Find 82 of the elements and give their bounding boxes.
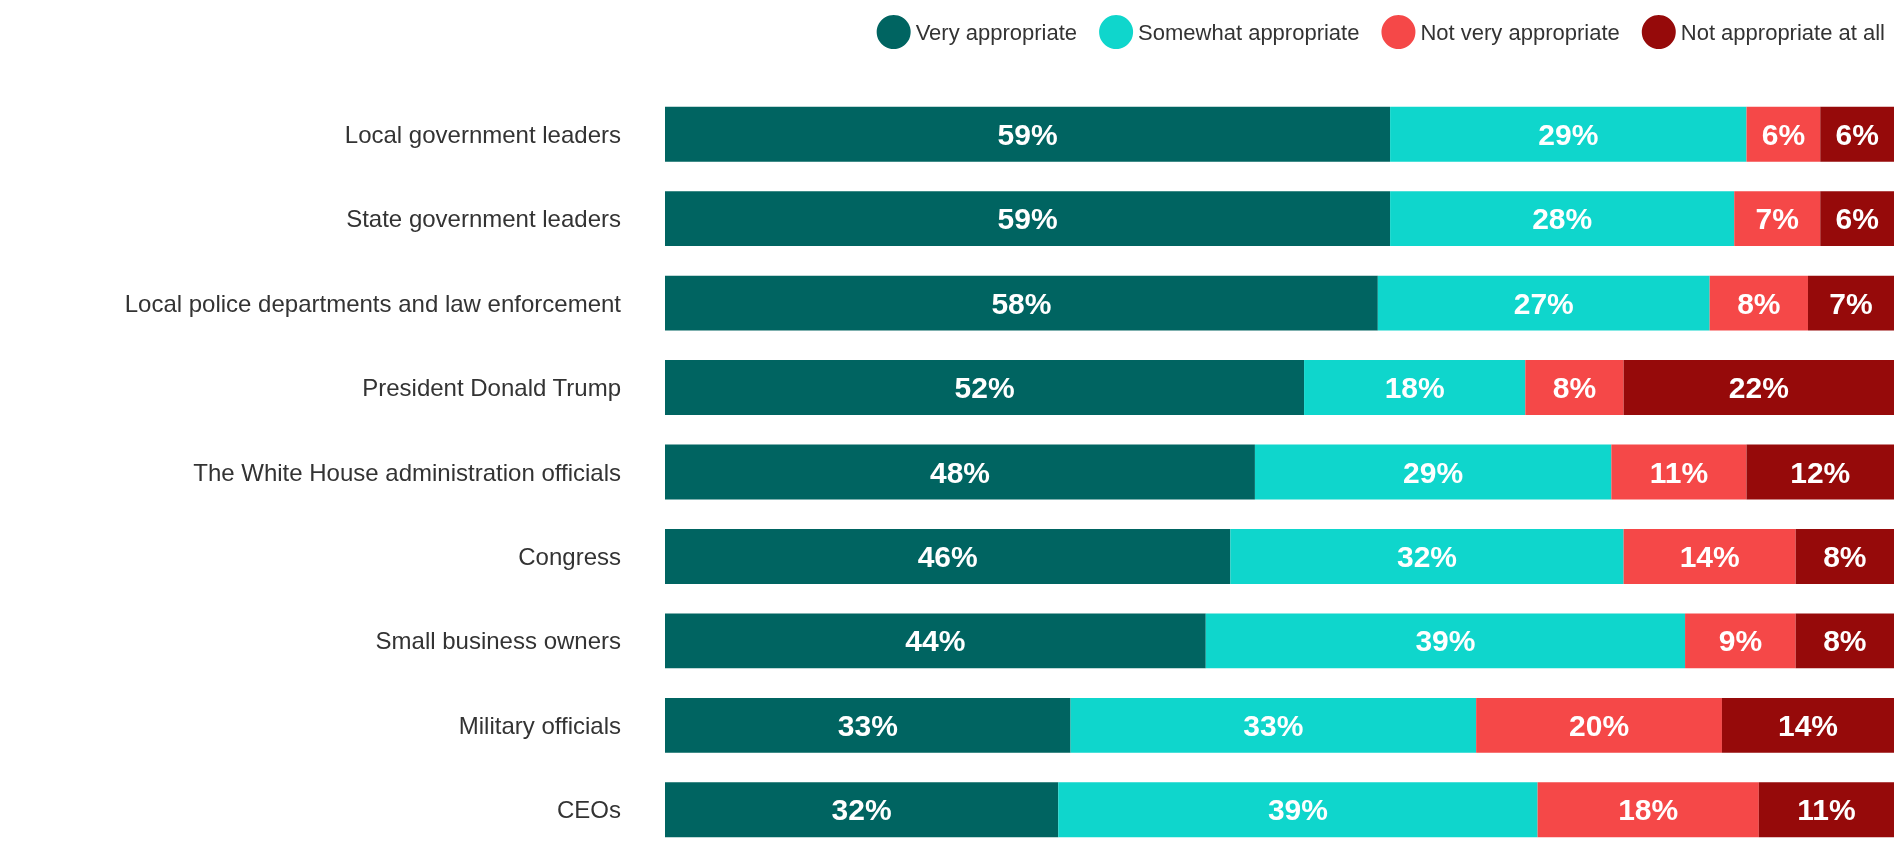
legend-label: Not very appropriate bbox=[1420, 19, 1620, 45]
bar bbox=[1390, 191, 1735, 247]
y-tick-label: President Donald Trump bbox=[362, 374, 621, 402]
data-label: 14% bbox=[1679, 539, 1740, 573]
bar bbox=[1525, 360, 1624, 415]
data-label: 18% bbox=[1618, 793, 1679, 827]
bar bbox=[1807, 275, 1894, 331]
data-label: 59% bbox=[997, 202, 1058, 236]
bar bbox=[1476, 697, 1722, 753]
bar bbox=[665, 613, 1206, 669]
data-label: 33% bbox=[1243, 708, 1304, 742]
y-tick-label: Small business owners bbox=[375, 627, 621, 655]
bar bbox=[1377, 275, 1710, 331]
bar bbox=[1734, 191, 1821, 247]
bar bbox=[665, 697, 1071, 753]
bar bbox=[1390, 106, 1747, 162]
bar bbox=[1230, 529, 1624, 584]
data-label: 20% bbox=[1569, 708, 1630, 742]
y-tick-label: The White House administration officials bbox=[193, 458, 621, 486]
data-label: 8% bbox=[1823, 624, 1867, 658]
data-label: 52% bbox=[954, 371, 1015, 405]
bar bbox=[665, 444, 1255, 500]
bar bbox=[1758, 782, 1894, 838]
data-label: 18% bbox=[1384, 371, 1445, 405]
bar bbox=[1537, 782, 1759, 838]
legend-label: Not appropriate at all bbox=[1680, 19, 1885, 45]
data-label: 14% bbox=[1777, 708, 1838, 742]
data-label: 32% bbox=[1396, 539, 1457, 573]
y-tick-label: Local police departments and law enforcement bbox=[124, 289, 622, 317]
bar bbox=[1623, 529, 1796, 584]
y-tick-label: State government leaders bbox=[346, 205, 621, 233]
y-tick-label: CEOs bbox=[556, 796, 621, 824]
data-label: 27% bbox=[1513, 286, 1574, 320]
bar bbox=[1709, 275, 1808, 331]
data-label: 7% bbox=[1755, 202, 1799, 236]
data-label: 32% bbox=[831, 793, 892, 827]
y-tick-label: Congress bbox=[518, 542, 621, 570]
data-label: 9% bbox=[1718, 624, 1763, 658]
data-label: 59% bbox=[997, 117, 1058, 151]
bar bbox=[1721, 697, 1894, 753]
data-label: 46% bbox=[917, 539, 978, 573]
data-label: 39% bbox=[1267, 793, 1328, 827]
bar bbox=[1623, 360, 1894, 415]
data-label: 29% bbox=[1403, 455, 1464, 489]
bar bbox=[1058, 782, 1538, 838]
data-label: 6% bbox=[1835, 117, 1879, 151]
bar bbox=[1685, 613, 1796, 669]
bar bbox=[1746, 444, 1894, 500]
data-label: 29% bbox=[1538, 117, 1599, 151]
bar bbox=[1205, 613, 1686, 669]
bar bbox=[1304, 360, 1526, 415]
bar bbox=[665, 106, 1391, 162]
bar bbox=[665, 360, 1305, 415]
data-label: 6% bbox=[1835, 202, 1879, 236]
y-tick-label: Local government leaders bbox=[344, 120, 621, 148]
bar bbox=[1795, 529, 1894, 584]
data-label: 12% bbox=[1790, 455, 1851, 489]
data-label: 8% bbox=[1552, 371, 1597, 405]
data-label: 8% bbox=[1823, 539, 1867, 573]
bar bbox=[1611, 444, 1747, 500]
data-label: 7% bbox=[1829, 286, 1873, 320]
data-label: 39% bbox=[1415, 624, 1476, 658]
data-label: 11% bbox=[1797, 793, 1856, 827]
data-label: 48% bbox=[929, 455, 990, 489]
bar bbox=[1254, 444, 1612, 500]
y-tick-label: Military officials bbox=[458, 711, 621, 739]
bar bbox=[665, 275, 1378, 331]
bar bbox=[1795, 613, 1894, 669]
bar bbox=[665, 191, 1391, 247]
data-label: 22% bbox=[1728, 371, 1789, 405]
data-label: 44% bbox=[905, 624, 966, 658]
data-label: 28% bbox=[1532, 202, 1593, 236]
data-label: 6% bbox=[1761, 117, 1806, 151]
data-label: 11% bbox=[1649, 455, 1709, 489]
legend-label: Very appropriate bbox=[915, 19, 1078, 45]
bar bbox=[665, 782, 1059, 838]
legend-label: Somewhat appropriate bbox=[1138, 19, 1360, 45]
data-label: 8% bbox=[1737, 286, 1781, 320]
data-label: 33% bbox=[837, 708, 898, 742]
bar bbox=[665, 529, 1231, 584]
data-label: 58% bbox=[991, 286, 1052, 320]
bar bbox=[1070, 697, 1477, 753]
